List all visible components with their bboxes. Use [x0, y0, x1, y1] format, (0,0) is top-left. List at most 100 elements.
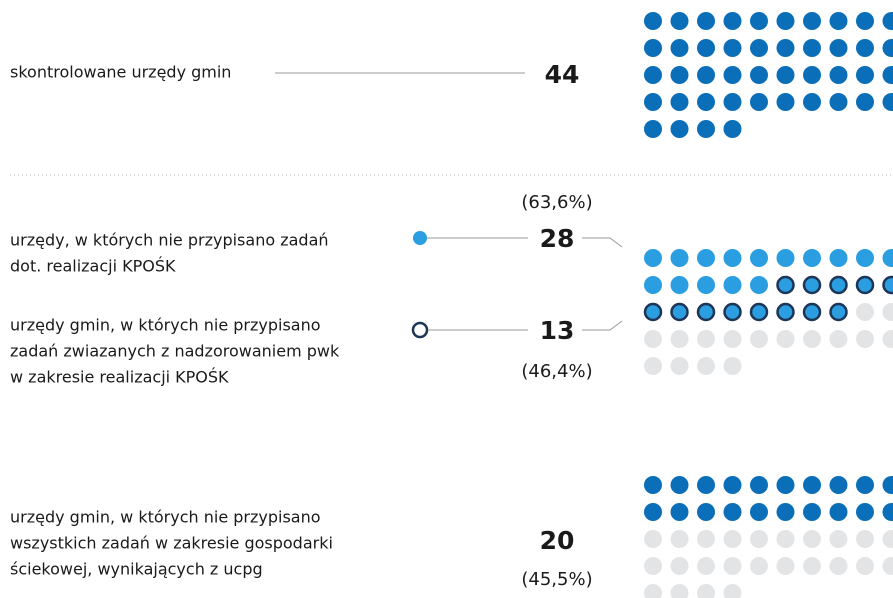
unit-dot	[776, 503, 795, 521]
unit-dot	[776, 12, 795, 30]
legend-dot	[413, 231, 427, 245]
unit-dot	[670, 249, 689, 267]
unit-dot	[723, 276, 742, 294]
unit-dot	[644, 357, 662, 375]
unit-dot	[697, 530, 715, 548]
unit-dot	[882, 93, 893, 111]
unit-dot	[644, 120, 662, 138]
unit-dot	[829, 476, 848, 494]
unit-dot	[697, 584, 715, 598]
unit-dot	[882, 275, 893, 295]
unit-dot	[644, 93, 662, 111]
unit-dot	[776, 330, 795, 348]
unit-dot	[856, 66, 874, 84]
unit-dot	[802, 275, 822, 295]
unit-dot	[856, 12, 874, 30]
unit-dot	[697, 39, 715, 57]
unit-dot	[670, 39, 689, 57]
unit-dot	[696, 302, 716, 322]
unit-dot	[644, 476, 662, 494]
unit-dot	[723, 503, 742, 521]
unit-dot	[697, 249, 715, 267]
unit-dot	[697, 66, 715, 84]
unit-dot	[776, 93, 795, 111]
unit-dot	[723, 584, 742, 598]
unit-dot	[856, 557, 874, 575]
unit-dot	[829, 302, 848, 322]
share: (63,6%)	[521, 192, 592, 213]
group-label: ściekowej, wynikających z ucpg	[10, 560, 263, 579]
unit-dot	[644, 584, 662, 598]
unit-dot	[829, 503, 848, 521]
unit-dot	[750, 66, 768, 84]
group-value: 13	[540, 316, 575, 345]
unit-dot	[750, 503, 768, 521]
unit-dot	[697, 12, 715, 30]
unit-dot	[829, 275, 848, 295]
unit-dot	[856, 93, 874, 111]
unit-dot	[723, 12, 742, 30]
unit-dot	[803, 249, 821, 267]
unit-dot	[856, 303, 874, 321]
legend-dot	[411, 321, 429, 339]
unit-dot	[776, 302, 795, 322]
unit-dot	[882, 476, 893, 494]
unit-dot	[697, 503, 715, 521]
unit-dot	[723, 249, 742, 267]
unit-dot	[882, 503, 893, 521]
unit-dot	[643, 302, 663, 322]
unit-dot	[882, 249, 893, 267]
unit-dot	[776, 66, 795, 84]
unit-dot	[803, 39, 821, 57]
unit-dot	[882, 303, 893, 321]
unit-dot	[644, 66, 662, 84]
unit-dot	[670, 357, 689, 375]
unit-dot	[723, 120, 742, 138]
unit-dot	[803, 66, 821, 84]
unit-dot	[803, 557, 821, 575]
unit-dot	[670, 476, 689, 494]
unit-dot	[723, 557, 742, 575]
unit-dot	[644, 12, 662, 30]
unit-dot	[723, 302, 742, 322]
total-label: skontrolowane urzędy gmin	[10, 63, 231, 82]
unit-dot	[697, 120, 715, 138]
unit-dot	[670, 557, 689, 575]
unit-dot	[723, 357, 742, 375]
unit-dot	[829, 39, 848, 57]
unit-dot	[644, 557, 662, 575]
unit-dot	[750, 249, 768, 267]
unit-dot	[723, 93, 742, 111]
unit-dot	[644, 249, 662, 267]
unit-dot	[697, 557, 715, 575]
unit-dot	[644, 330, 662, 348]
unit-dot	[882, 557, 893, 575]
unit-dot	[670, 276, 689, 294]
unit-dot	[697, 476, 715, 494]
unit-dot	[670, 530, 689, 548]
unit-dot	[750, 476, 768, 494]
group-label: urzędy, w których nie przypisano zadań	[10, 231, 329, 250]
share: (45,5%)	[521, 569, 592, 590]
unit-dot	[829, 93, 848, 111]
unit-dot	[856, 476, 874, 494]
unit-dot	[856, 330, 874, 348]
unit-dot	[776, 557, 795, 575]
unit-dot	[670, 330, 689, 348]
unit-dot	[856, 39, 874, 57]
unit-dot	[882, 12, 893, 30]
unit-dot	[803, 503, 821, 521]
unit-dot	[697, 93, 715, 111]
unit-dot	[697, 276, 715, 294]
unit-dot	[670, 503, 689, 521]
unit-dot	[670, 93, 689, 111]
group-label: wszystkich zadań w zakresie gospodarki	[10, 534, 333, 553]
unit-dot	[803, 12, 821, 30]
unit-dot	[723, 330, 742, 348]
unit-dot	[776, 275, 795, 295]
unit-dot	[750, 39, 768, 57]
unit-dot	[882, 66, 893, 84]
unit-dot	[856, 530, 874, 548]
unit-dot	[644, 276, 662, 294]
unit-dot	[776, 39, 795, 57]
